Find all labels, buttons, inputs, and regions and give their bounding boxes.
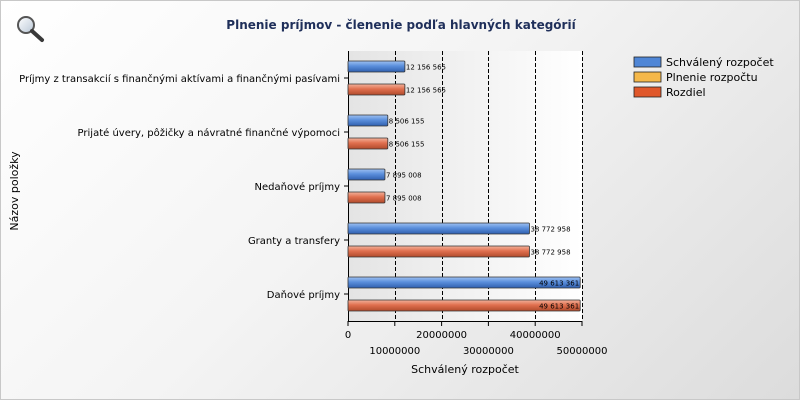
bar <box>347 60 406 73</box>
legend-item-label[interactable]: Plnenie rozpočtu <box>666 71 758 84</box>
category-label: Nedaňové príjmy <box>255 181 341 193</box>
data-label: 7 895 008 <box>386 195 422 203</box>
x-tick-label: 30000000 <box>463 346 514 357</box>
x-tick-label: 40000000 <box>510 330 561 341</box>
data-label: 7 895 008 <box>386 172 422 180</box>
bar <box>347 83 406 96</box>
x-tick-label: 0 <box>345 330 351 341</box>
chart-title: Plnenie príjmov - členenie podľa hlavnýc… <box>226 18 576 32</box>
data-label: 49 613 361 <box>539 303 579 311</box>
bar <box>347 222 530 235</box>
bar <box>347 276 581 289</box>
bar <box>347 245 530 258</box>
bar <box>347 168 386 181</box>
x-tick-label: 10000000 <box>369 346 420 357</box>
category-label: Daňové príjmy <box>267 289 340 301</box>
plot-background <box>348 51 582 321</box>
data-label: 8 506 155 <box>389 141 425 149</box>
category-label: Príjmy z transakcií s finančnými aktívam… <box>19 73 340 85</box>
data-label: 38 772 958 <box>530 249 570 257</box>
category-label: Granty a transfery <box>248 236 340 247</box>
legend-swatch[interactable] <box>633 86 662 98</box>
legend-swatch[interactable] <box>633 56 662 68</box>
bar <box>347 299 581 312</box>
legend: Schválený rozpočet Plnenie rozpočtu Rozdie… <box>633 56 774 99</box>
x-tick-label: 20000000 <box>416 330 467 341</box>
bar <box>347 191 386 204</box>
data-label: 49 613 361 <box>539 280 579 288</box>
legend-item-label[interactable]: Schválený rozpočet <box>666 56 774 69</box>
x-tick-label: 50000000 <box>557 346 608 357</box>
x-axis-title: Schválený rozpočet <box>411 363 519 376</box>
plot-area: 0 10000000 20000000 30000000 40000000 5000000… <box>19 51 607 357</box>
data-label: 12 156 565 <box>406 64 446 72</box>
magnifier-icon[interactable] <box>17 16 44 42</box>
legend-item-label[interactable]: Rozdiel <box>666 86 706 99</box>
data-label: 12 156 565 <box>406 87 446 95</box>
y-axis-title: Názov položky <box>8 151 21 231</box>
data-label: 8 506 155 <box>389 118 425 126</box>
data-label: 38 772 958 <box>530 226 570 234</box>
bar <box>347 114 389 127</box>
bar <box>347 137 389 150</box>
category-label: Prijaté úvery, pôžičky a návratné finanč… <box>78 127 340 139</box>
legend-swatch[interactable] <box>633 71 662 83</box>
